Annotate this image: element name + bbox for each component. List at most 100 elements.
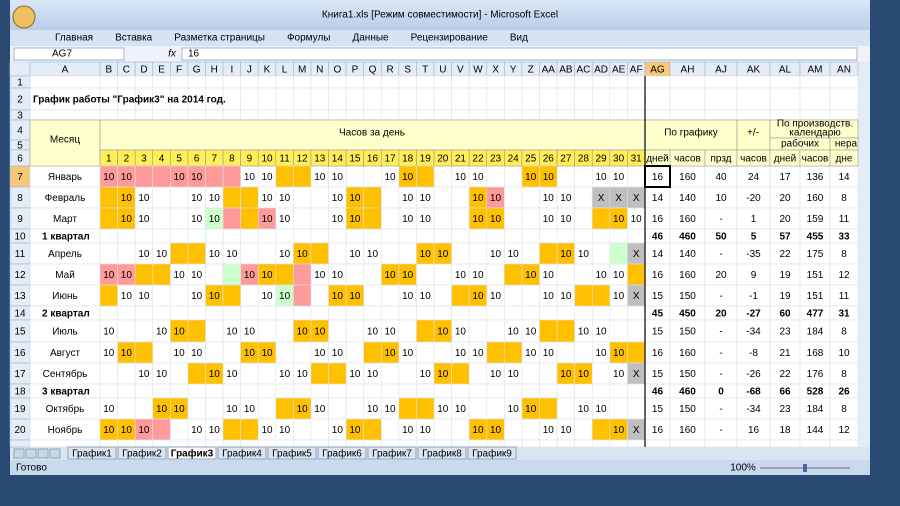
cell[interactable] — [275, 383, 294, 399]
day-cell[interactable] — [310, 319, 329, 343]
cell[interactable] — [539, 383, 558, 399]
cell[interactable] — [257, 242, 277, 265]
cell[interactable] — [416, 383, 435, 399]
cell[interactable] — [609, 109, 628, 121]
cell[interactable] — [293, 87, 312, 111]
cell[interactable] — [134, 228, 154, 244]
cell[interactable] — [433, 383, 452, 399]
cell[interactable] — [275, 87, 294, 111]
cell[interactable] — [363, 383, 382, 399]
cell[interactable] — [117, 242, 136, 265]
cell[interactable] — [539, 228, 558, 244]
cell[interactable] — [380, 284, 400, 307]
cell[interactable] — [433, 228, 452, 244]
cell[interactable] — [504, 87, 523, 111]
cell[interactable] — [99, 305, 118, 321]
cell[interactable] — [257, 319, 277, 343]
cell[interactable] — [310, 207, 329, 230]
cell[interactable] — [574, 75, 593, 89]
cell[interactable] — [451, 207, 470, 230]
cell[interactable] — [257, 228, 277, 244]
sheet-tab-label[interactable]: График1 — [72, 448, 112, 460]
cell[interactable] — [310, 305, 329, 321]
day-cell[interactable] — [539, 397, 558, 420]
cell[interactable] — [574, 341, 593, 364]
cell[interactable] — [99, 228, 118, 244]
cell[interactable] — [170, 305, 189, 321]
cell[interactable] — [310, 186, 329, 209]
cell[interactable] — [328, 242, 347, 265]
day-cell[interactable] — [591, 418, 611, 441]
cell[interactable] — [293, 75, 312, 89]
cell[interactable] — [669, 75, 706, 89]
cell[interactable] — [170, 383, 189, 399]
cell[interactable] — [627, 165, 646, 188]
cell[interactable] — [152, 341, 171, 364]
cell[interactable] — [574, 109, 593, 121]
sheet-tab[interactable] — [417, 446, 467, 460]
cell[interactable] — [187, 305, 206, 321]
day-cell[interactable] — [152, 418, 171, 441]
ribbon-tab[interactable]: Данные — [352, 33, 389, 44]
cell[interactable] — [416, 341, 435, 364]
formula-input[interactable] — [181, 47, 858, 61]
cell[interactable] — [117, 75, 136, 89]
cell[interactable] — [539, 305, 558, 321]
cell[interactable] — [556, 305, 575, 321]
cell[interactable] — [468, 228, 488, 244]
cell[interactable] — [275, 109, 294, 121]
day-cell[interactable] — [222, 263, 241, 286]
cell[interactable] — [380, 362, 400, 385]
cell[interactable] — [451, 305, 470, 321]
day-cell[interactable] — [433, 242, 452, 265]
cell[interactable] — [574, 418, 593, 441]
cell[interactable] — [310, 87, 329, 111]
day-cell[interactable] — [275, 165, 294, 188]
sheet-tab[interactable] — [67, 446, 117, 460]
cell[interactable] — [363, 75, 382, 89]
cell[interactable] — [451, 87, 470, 111]
cell[interactable] — [609, 383, 628, 399]
cell[interactable] — [556, 87, 575, 111]
cell[interactable] — [380, 75, 400, 89]
cell[interactable] — [521, 109, 540, 121]
cell[interactable] — [799, 87, 831, 111]
zoom-thumb[interactable] — [803, 464, 807, 472]
cell[interactable] — [380, 186, 400, 209]
cell[interactable] — [609, 319, 628, 343]
cell[interactable] — [504, 207, 523, 230]
cell[interactable] — [416, 263, 435, 286]
cell[interactable] — [468, 319, 488, 343]
cell[interactable] — [187, 383, 206, 399]
cell[interactable] — [433, 109, 452, 121]
day-cell[interactable] — [99, 284, 118, 307]
cell[interactable] — [574, 165, 593, 188]
cell[interactable] — [416, 75, 435, 89]
cell[interactable] — [486, 397, 505, 420]
cell[interactable] — [310, 109, 329, 121]
cell[interactable] — [117, 383, 136, 399]
cell[interactable] — [310, 75, 329, 89]
cell[interactable] — [504, 383, 523, 399]
cell[interactable] — [609, 87, 628, 111]
cell[interactable] — [257, 87, 277, 111]
cell[interactable] — [433, 341, 452, 364]
day-cell[interactable] — [363, 341, 382, 364]
cell[interactable] — [468, 383, 488, 399]
sheet-tab[interactable] — [367, 446, 417, 460]
cell[interactable] — [152, 383, 171, 399]
cell[interactable] — [152, 305, 171, 321]
cell[interactable] — [433, 186, 452, 209]
cell[interactable] — [170, 109, 189, 121]
cell[interactable] — [310, 284, 329, 307]
cell[interactable] — [468, 397, 488, 420]
cell[interactable] — [222, 341, 241, 364]
day-cell[interactable] — [468, 284, 488, 307]
day-cell[interactable] — [328, 362, 347, 385]
cell[interactable] — [521, 75, 540, 89]
cell[interactable] — [240, 305, 259, 321]
cell[interactable] — [345, 228, 364, 244]
day-cell[interactable] — [99, 207, 118, 230]
cell[interactable] — [627, 87, 646, 111]
cell[interactable] — [170, 75, 189, 89]
